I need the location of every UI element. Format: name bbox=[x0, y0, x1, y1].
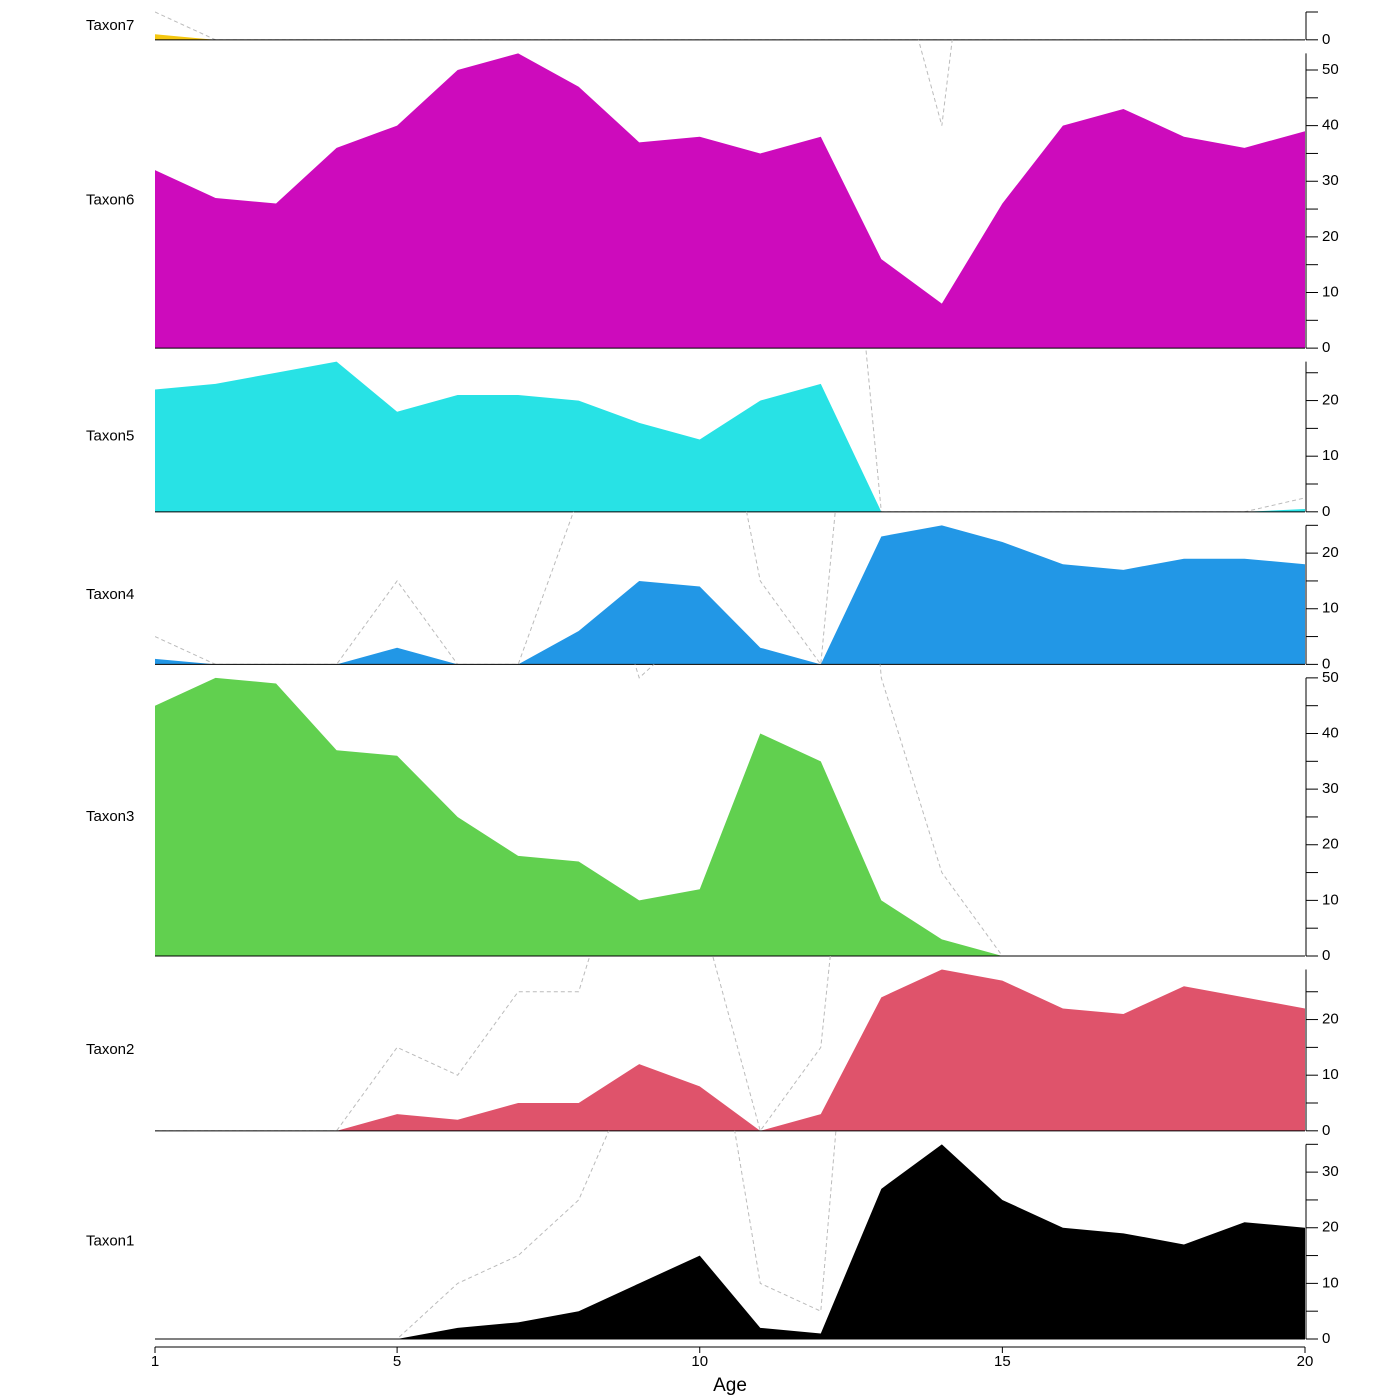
y-tick-label: 0 bbox=[1322, 503, 1330, 520]
y-tick-label: 20 bbox=[1322, 836, 1339, 853]
y-tick-label: 0 bbox=[1322, 1330, 1330, 1347]
exaggeration-line bbox=[155, 511, 836, 665]
y-tick-label: 50 bbox=[1322, 61, 1339, 78]
panel-label: Taxon4 bbox=[86, 586, 134, 603]
area bbox=[155, 34, 1305, 40]
panel-label: Taxon5 bbox=[86, 428, 134, 445]
area bbox=[155, 53, 1305, 349]
x-tick-label: 20 bbox=[1297, 1353, 1314, 1370]
y-tick-label: 10 bbox=[1322, 447, 1339, 464]
y-tick-label: 30 bbox=[1322, 172, 1339, 189]
area bbox=[155, 677, 1305, 956]
panel-label: Taxon1 bbox=[86, 1233, 134, 1250]
y-tick-label: 30 bbox=[1322, 1163, 1339, 1180]
y-tick-label: 20 bbox=[1322, 1011, 1339, 1028]
area bbox=[155, 1144, 1305, 1339]
x-tick-label: 10 bbox=[691, 1353, 708, 1370]
y-tick-label: 10 bbox=[1322, 1066, 1339, 1083]
y-tick-label: 0 bbox=[1322, 947, 1330, 964]
y-tick-label: 0 bbox=[1322, 1122, 1330, 1139]
y-tick-label: 0 bbox=[1322, 655, 1330, 672]
panel-label: Taxon7 bbox=[86, 17, 134, 34]
y-tick-label: 10 bbox=[1322, 891, 1339, 908]
y-tick-label: 10 bbox=[1322, 283, 1339, 300]
panel-label: Taxon3 bbox=[86, 808, 134, 825]
y-tick-label: 20 bbox=[1322, 228, 1339, 245]
panel-label: Taxon6 bbox=[86, 192, 134, 209]
y-tick-label: 10 bbox=[1322, 1274, 1339, 1291]
y-tick-label: 0 bbox=[1322, 31, 1330, 48]
area bbox=[155, 525, 1305, 665]
area bbox=[155, 969, 1305, 1131]
y-tick-label: 20 bbox=[1322, 1219, 1339, 1236]
exaggeration-line bbox=[155, 956, 831, 1131]
y-tick-label: 30 bbox=[1322, 780, 1339, 797]
exaggeration-line bbox=[917, 39, 953, 126]
x-axis-label: Age bbox=[713, 1375, 747, 1396]
y-tick-label: 0 bbox=[1322, 339, 1330, 356]
area bbox=[155, 361, 1305, 512]
y-tick-label: 10 bbox=[1322, 600, 1339, 617]
exaggeration-line bbox=[155, 11, 1305, 40]
x-tick-label: 15 bbox=[994, 1353, 1011, 1370]
panel-label: Taxon2 bbox=[86, 1041, 134, 1058]
y-tick-label: 20 bbox=[1322, 392, 1339, 409]
x-tick-label: 5 bbox=[393, 1353, 401, 1370]
y-tick-label: 40 bbox=[1322, 117, 1339, 134]
y-tick-label: 20 bbox=[1322, 544, 1339, 561]
y-tick-label: 50 bbox=[1322, 669, 1339, 686]
y-tick-label: 40 bbox=[1322, 724, 1339, 741]
x-tick-label: 1 bbox=[151, 1353, 159, 1370]
